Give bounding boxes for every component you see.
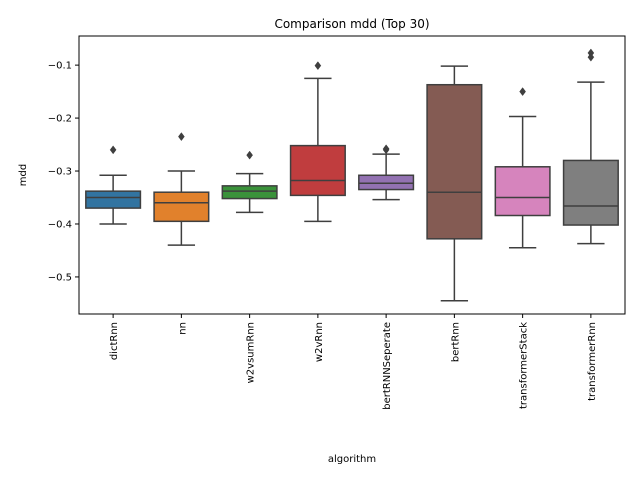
x-tick-label: transformerRnn	[587, 322, 598, 401]
outlier-point	[382, 145, 390, 155]
x-tick-label: transformerStack	[519, 322, 530, 409]
y-tick-label: −0.3	[48, 167, 72, 178]
x-tick-label: w2vsumRnn	[246, 322, 257, 383]
iqr-box	[426, 83, 483, 240]
box-transformerRnn	[562, 48, 619, 245]
y-axis-label: mdd	[18, 164, 29, 186]
chart-title: Comparison mdd (Top 30)	[274, 17, 429, 31]
y-tick-label: −0.5	[48, 272, 72, 283]
plot-frame	[78, 35, 626, 315]
box-nn	[153, 132, 210, 246]
iqr-box	[494, 166, 551, 217]
y-tick-label: −0.4	[48, 219, 72, 230]
plot-area	[85, 48, 619, 302]
y-tick-label: −0.1	[48, 61, 72, 72]
box-dictRnn	[85, 145, 142, 225]
box-w2vRnn	[289, 61, 346, 223]
x-axis-label: algorithm	[328, 454, 376, 465]
iqr-box	[289, 144, 346, 197]
x-tick-label: bertRNNSeperate	[382, 322, 393, 410]
box-w2vsumRnn	[221, 150, 278, 214]
outlier-point	[246, 150, 253, 160]
x-axis: dictRnn nn w2vsumRnn w2vRnn bertRNNSeperate b…	[109, 314, 598, 410]
y-axis: −0.1 −0.2 −0.3 −0.4 −0.5	[48, 61, 79, 283]
outlier-point	[314, 61, 322, 71]
box-bertRnn	[426, 65, 483, 302]
outlier-point	[178, 132, 185, 142]
iqr-box	[562, 159, 619, 226]
x-tick-label: w2vRnn	[314, 322, 325, 362]
iqr-box	[85, 190, 142, 209]
x-tick-label: dictRnn	[109, 322, 120, 360]
outlier-point	[519, 87, 526, 97]
box-transformerStack	[494, 87, 551, 249]
outlier-point	[109, 145, 117, 155]
box-bertRNNSeperate	[358, 144, 415, 201]
y-tick-label: −0.2	[48, 114, 72, 125]
x-tick-label: nn	[177, 322, 188, 335]
iqr-box	[221, 185, 278, 200]
iqr-box	[153, 191, 210, 223]
outlier-point	[587, 52, 595, 62]
x-tick-label: bertRnn	[450, 322, 461, 362]
iqr-box	[358, 174, 415, 191]
